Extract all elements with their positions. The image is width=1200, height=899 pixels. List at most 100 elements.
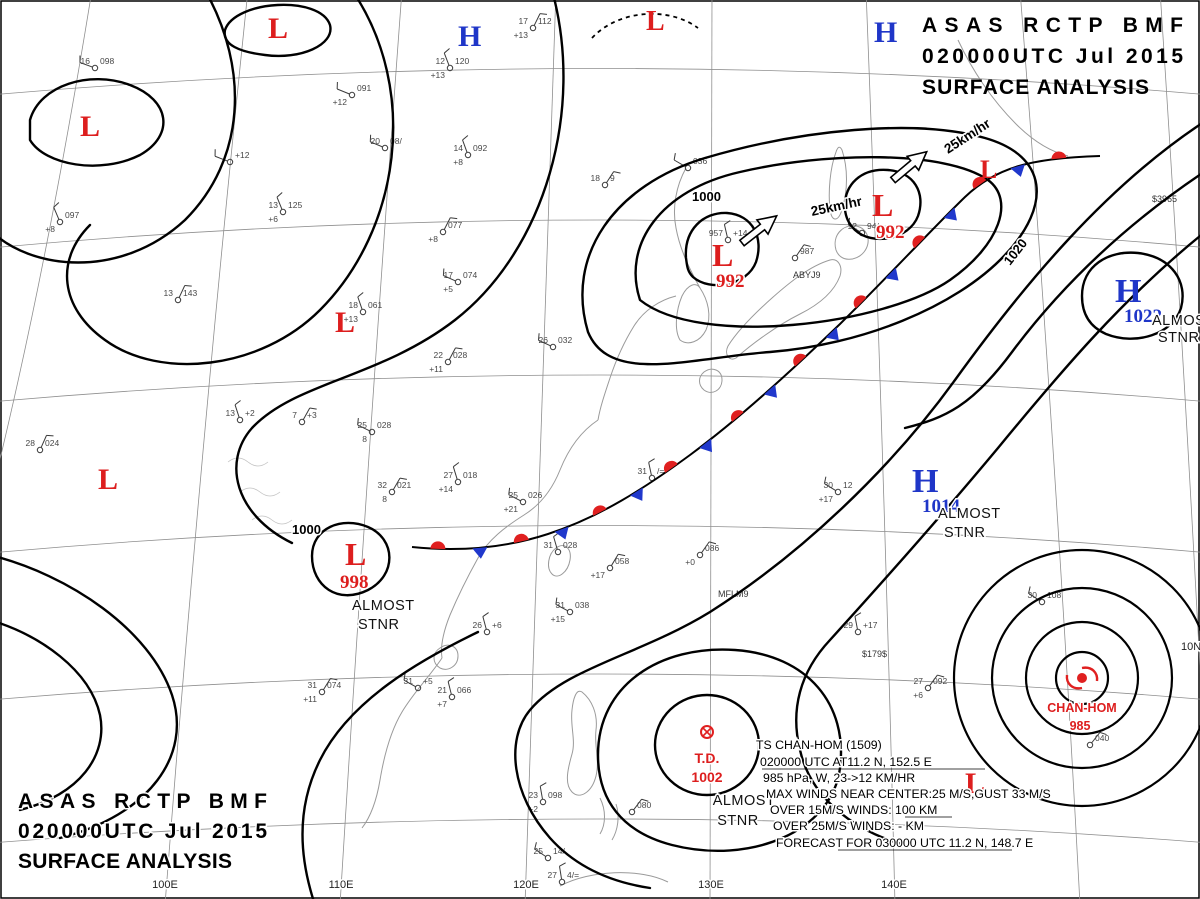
station-value: 125 (288, 200, 302, 210)
high-value: 1014 (922, 496, 961, 517)
station-value: +3 (307, 410, 317, 420)
station-plot: 31 038 +15 (551, 597, 589, 624)
station-value: +11 (303, 694, 317, 704)
high-symbol: H (912, 463, 938, 500)
isobar (223, 3, 332, 58)
motion-arrow (889, 150, 929, 184)
low-symbol: L (268, 12, 288, 45)
longitude-line (524, 0, 557, 899)
station-plot: +12 (214, 149, 250, 166)
station-value: 31 (544, 540, 554, 550)
station-value: +12 (333, 97, 348, 107)
station-value: +17 (819, 494, 834, 504)
isobar (634, 155, 1003, 328)
station-value: +14 (439, 484, 454, 494)
low-value: 992 (876, 222, 905, 243)
station-value: 4/= (567, 870, 579, 880)
chart-title-line1: ASAS RCTP BMF (922, 14, 1184, 37)
station-value: 18 (591, 173, 601, 183)
station-value: 098 (100, 56, 114, 66)
station-plot: 14 092 +8 (453, 135, 487, 167)
low-symbol: L (712, 237, 733, 273)
station-value: 074 (327, 680, 341, 690)
station-plot: 28 024 (26, 434, 59, 454)
station-value: 26 (539, 335, 549, 345)
station-value: 25 (509, 490, 519, 500)
station-value: 14/ (553, 846, 565, 856)
station-value: +15 (551, 614, 566, 624)
warm-front-marker (663, 460, 678, 473)
station-plot: 27 092 +6 (913, 674, 947, 700)
longitude-line (1160, 0, 1200, 676)
motion-speed-label: 25km/hr (810, 193, 864, 219)
isobar (795, 234, 1200, 847)
station-value: +7 (437, 699, 447, 709)
latitude-label: 10N (1181, 641, 1200, 653)
station-value: 23 (529, 790, 539, 800)
pressure-systems: L L L L L L L L 992 L 992 L 998 ALMOST S… (80, 6, 1200, 831)
station-value: 18 (349, 300, 359, 310)
station-value: 8 (362, 434, 367, 444)
terrain-hatch (227, 457, 269, 467)
station-plot: 080 (628, 798, 651, 816)
isobar (235, 0, 565, 545)
station-plot: 20 08/ (369, 134, 402, 152)
stnr-label: ALMOST (1152, 313, 1200, 329)
low-symbol: L (965, 767, 985, 800)
station-plot: 31 /= (638, 458, 664, 482)
warm-front-marker (1051, 151, 1067, 160)
station-plot: 7 +3 (292, 407, 317, 426)
isobar (301, 630, 480, 899)
station-value: 097 (65, 210, 79, 220)
coastline (957, 39, 1069, 157)
station-value: +6 (268, 214, 278, 224)
high-symbol: H (458, 20, 481, 53)
coastline (599, 797, 605, 835)
station-value: 028 (377, 420, 391, 430)
low-symbol: L (345, 536, 366, 572)
station-value: 143 (183, 288, 197, 298)
station-value: 31 (556, 600, 566, 610)
station-plot: 32 021 8 (378, 477, 411, 504)
isobar (65, 0, 395, 366)
station-plot: 987 (791, 244, 814, 262)
station-value: /= (657, 466, 664, 476)
station-plot: 086 +0 (685, 541, 719, 567)
isobar (684, 211, 760, 287)
isobar (903, 173, 1200, 430)
cold-front-marker (1010, 164, 1025, 177)
station-value: 028 (563, 540, 577, 550)
station-value: 092 (473, 143, 487, 153)
station-value: +8 (453, 157, 463, 167)
station-value: 112 (538, 16, 552, 26)
cold-front-marker (764, 384, 777, 398)
isobar (653, 693, 761, 797)
cold-front-marker (885, 267, 899, 281)
station-value: 066 (457, 685, 471, 695)
low-value: 998 (340, 572, 369, 593)
station-value: +6 (913, 690, 923, 700)
station-value: 31 (404, 676, 414, 686)
isobar (0, 0, 237, 264)
td-value: 1002 (691, 769, 722, 785)
station-value: 12 (843, 480, 853, 490)
station-value: 9 (610, 173, 615, 183)
warm-front-marker (972, 176, 987, 189)
coastline (726, 259, 842, 360)
station-value: 018 (463, 470, 477, 480)
station-value: 108 (1047, 590, 1061, 600)
station-value: +8 (45, 224, 55, 234)
longitude-line (1020, 0, 1081, 899)
isobar (0, 622, 103, 812)
isobar (28, 78, 165, 167)
station-value: +5 (443, 284, 453, 294)
isobar (514, 123, 1200, 890)
cold-front-marker (472, 547, 488, 559)
stnr-label: STNR (358, 617, 399, 633)
ship-id: ABYJ9 (793, 270, 821, 280)
station-value: +6 (492, 620, 502, 630)
low-value: 992 (716, 271, 745, 292)
coastline (828, 146, 847, 220)
